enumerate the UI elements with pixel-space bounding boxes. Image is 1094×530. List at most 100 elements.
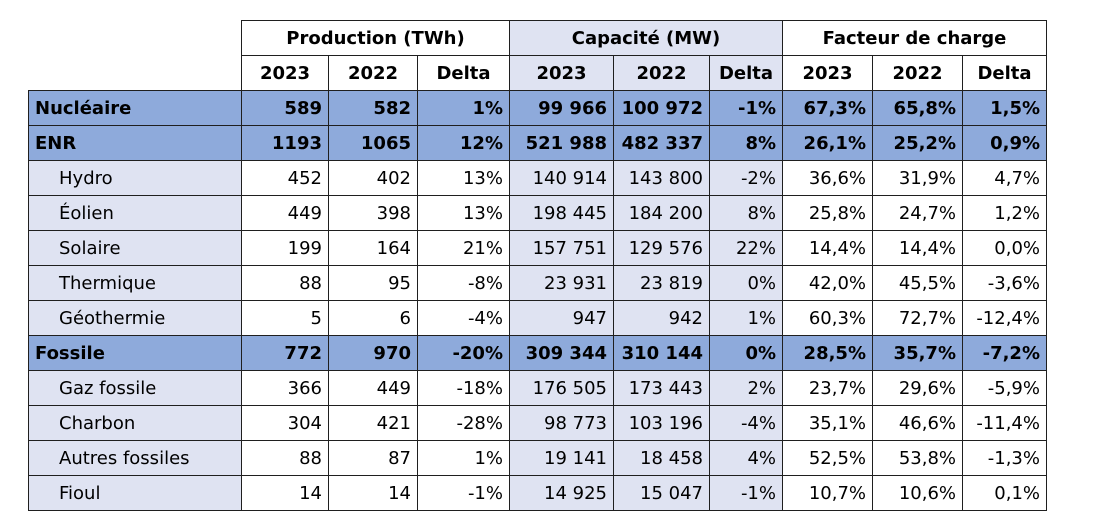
value-cell: 18 458 (613, 440, 710, 476)
value-cell: 23 819 (613, 265, 710, 301)
value-cell: 28,5% (782, 335, 873, 371)
value-cell: 947 (509, 300, 614, 336)
value-cell: 95 (328, 265, 418, 301)
row-label: Fossile (28, 335, 242, 371)
table-row: Thermique 88 95 -8% 23 931 23 819 0% 42,0% 45,5%… (28, 265, 1047, 301)
value-cell: 157 751 (509, 230, 614, 266)
value-cell: -5,9% (962, 370, 1047, 406)
row-label: Thermique (28, 265, 242, 301)
header-sub-row: 2023 2022 Delta 2023 2022 Delta 2023 202… (28, 55, 1047, 91)
value-cell: 36,6% (782, 160, 873, 196)
value-cell: 67,3% (782, 90, 873, 126)
value-cell: 6 (328, 300, 418, 336)
value-cell: 0,1% (962, 475, 1047, 511)
corner-blank-2 (28, 55, 242, 91)
value-cell: 1% (417, 90, 510, 126)
value-cell: 103 196 (613, 405, 710, 441)
value-cell: 521 988 (509, 125, 614, 161)
value-cell: 309 344 (509, 335, 614, 371)
value-cell: 199 (241, 230, 329, 266)
row-label: Gaz fossile (28, 370, 242, 406)
value-cell: 14,4% (782, 230, 873, 266)
subheader-cell: Delta (709, 55, 783, 91)
value-cell: 310 144 (613, 335, 710, 371)
table-row: Géothermie 5 6 -4% 947 942 1% 60,3% 72,7% -12,4% (28, 300, 1047, 336)
value-cell: 1,5% (962, 90, 1047, 126)
value-cell: -12,4% (962, 300, 1047, 336)
subheader-cell: Delta (417, 55, 510, 91)
value-cell: 198 445 (509, 195, 614, 231)
value-cell: 173 443 (613, 370, 710, 406)
value-cell: 421 (328, 405, 418, 441)
value-cell: 0% (709, 265, 783, 301)
value-cell: 25,8% (782, 195, 873, 231)
value-cell: 304 (241, 405, 329, 441)
value-cell: -18% (417, 370, 510, 406)
value-cell: 184 200 (613, 195, 710, 231)
value-cell: 52,5% (782, 440, 873, 476)
value-cell: 10,7% (782, 475, 873, 511)
value-cell: 88 (241, 265, 329, 301)
value-cell: 26,1% (782, 125, 873, 161)
row-label: ENR (28, 125, 242, 161)
table-row-group: Fossile 772 970 -20% 309 344 310 144 0% 28,5% 35… (28, 335, 1047, 371)
table-row: Autres fossiles 88 87 1% 19 141 18 458 4% 52,5%… (28, 440, 1047, 476)
header-group-row: Production (TWh) Capacité (MW) Facteur d… (28, 20, 1047, 56)
value-cell: -4% (709, 405, 783, 441)
subheader-cell: 2023 (241, 55, 329, 91)
table-row: Éolien 449 398 13% 198 445 184 200 8% 25,8% 24,7… (28, 195, 1047, 231)
table-body: Nucléaire 589 582 1% 99 966 100 972 -1% 67,3% 65… (28, 90, 1047, 511)
value-cell: -1% (709, 90, 783, 126)
value-cell: 589 (241, 90, 329, 126)
row-label: Fioul (28, 475, 242, 511)
value-cell: 98 773 (509, 405, 614, 441)
value-cell: 970 (328, 335, 418, 371)
row-label: Éolien (28, 195, 242, 231)
value-cell: 21% (417, 230, 510, 266)
value-cell: -8% (417, 265, 510, 301)
value-cell: 482 337 (613, 125, 710, 161)
energy-table: Production (TWh) Capacité (MW) Facteur d… (28, 20, 1047, 511)
value-cell: 72,7% (872, 300, 963, 336)
value-cell: 452 (241, 160, 329, 196)
row-label: Solaire (28, 230, 242, 266)
corner-blank (28, 20, 242, 56)
value-cell: 12% (417, 125, 510, 161)
value-cell: 35,7% (872, 335, 963, 371)
value-cell: 22% (709, 230, 783, 266)
value-cell: 25,2% (872, 125, 963, 161)
value-cell: 100 972 (613, 90, 710, 126)
value-cell: 45,5% (872, 265, 963, 301)
value-cell: 65,8% (872, 90, 963, 126)
subheader-cell: 2022 (872, 55, 963, 91)
value-cell: 1% (709, 300, 783, 336)
value-cell: 4% (709, 440, 783, 476)
value-cell: 129 576 (613, 230, 710, 266)
value-cell: 24,7% (872, 195, 963, 231)
subheader-cell: 2023 (509, 55, 614, 91)
row-label: Charbon (28, 405, 242, 441)
table-row-group: Nucléaire 589 582 1% 99 966 100 972 -1% 67,3% 65… (28, 90, 1047, 126)
value-cell: 19 141 (509, 440, 614, 476)
table-row: Solaire 199 164 21% 157 751 129 576 22% 14,4% 14… (28, 230, 1047, 266)
value-cell: 772 (241, 335, 329, 371)
value-cell: -3,6% (962, 265, 1047, 301)
value-cell: 0% (709, 335, 783, 371)
value-cell: -1% (417, 475, 510, 511)
value-cell: 46,6% (872, 405, 963, 441)
value-cell: 14 (241, 475, 329, 511)
group-header-production: Production (TWh) (241, 20, 510, 56)
value-cell: 99 966 (509, 90, 614, 126)
value-cell: -7,2% (962, 335, 1047, 371)
value-cell: -2% (709, 160, 783, 196)
value-cell: 8% (709, 195, 783, 231)
value-cell: 53,8% (872, 440, 963, 476)
value-cell: 35,1% (782, 405, 873, 441)
table-row: Hydro 452 402 13% 140 914 143 800 -2% 36,6% 31,9… (28, 160, 1047, 196)
value-cell: 15 047 (613, 475, 710, 511)
value-cell: 5 (241, 300, 329, 336)
value-cell: 8% (709, 125, 783, 161)
subheader-cell: 2022 (613, 55, 710, 91)
value-cell: 402 (328, 160, 418, 196)
value-cell: 13% (417, 195, 510, 231)
